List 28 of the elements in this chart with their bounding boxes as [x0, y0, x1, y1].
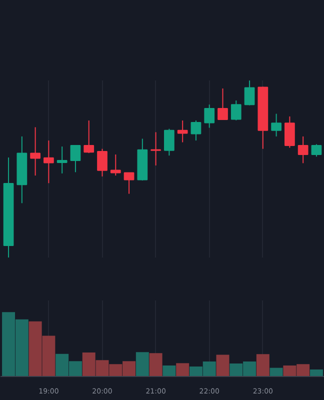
candlestick	[110, 154, 121, 176]
candlestick	[177, 120, 188, 143]
bar	[136, 352, 149, 376]
bar	[216, 354, 230, 376]
candlestick	[56, 146, 68, 174]
candlestick	[204, 104, 215, 128]
candlestick	[124, 172, 134, 194]
bar	[310, 369, 323, 376]
candlestick	[190, 120, 202, 142]
bar	[270, 368, 283, 376]
bar	[256, 354, 270, 376]
candlestick	[271, 113, 282, 137]
candlestick	[244, 80, 255, 106]
bar	[162, 365, 176, 376]
candlestick	[298, 136, 308, 164]
bar	[176, 363, 190, 376]
candlestick	[70, 144, 81, 173]
candlestick	[218, 88, 228, 120]
candlestick	[284, 116, 295, 148]
candlestick	[311, 144, 322, 158]
candlestick	[164, 128, 174, 156]
candlestick	[97, 148, 108, 177]
candlestick	[150, 132, 161, 166]
candlestick	[30, 126, 40, 176]
candlestick	[44, 140, 54, 184]
bar	[149, 353, 162, 376]
candlestick	[84, 120, 94, 154]
candlestick	[230, 100, 242, 121]
